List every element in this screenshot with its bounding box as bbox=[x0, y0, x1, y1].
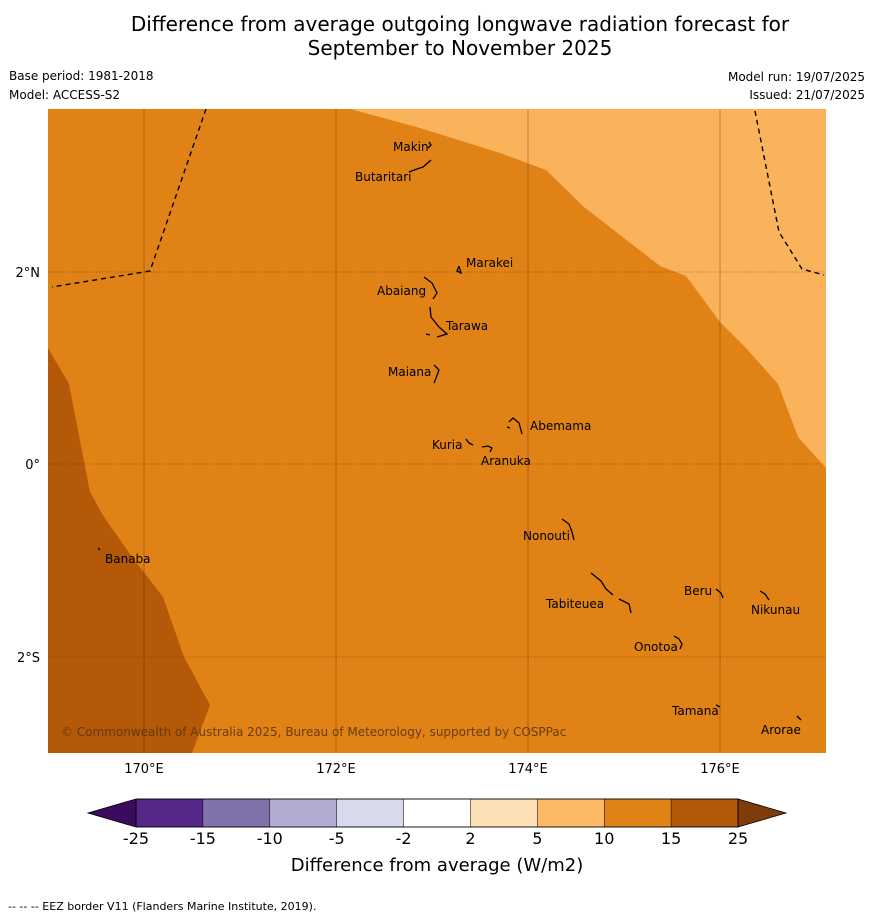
colorbar-cell bbox=[670, 798, 739, 828]
base-period-label: Base period: 1981-2018 bbox=[9, 69, 154, 83]
lon-label-174e: 174°E bbox=[508, 762, 548, 777]
lon-label-172e: 172°E bbox=[316, 762, 356, 777]
island-kuria bbox=[465, 438, 474, 446]
place-label-banaba: Banaba bbox=[105, 552, 151, 566]
colorbar-cell bbox=[269, 798, 338, 828]
island-beru bbox=[715, 588, 724, 599]
island-nonouti bbox=[561, 518, 575, 541]
place-label-maiana: Maiana bbox=[388, 365, 431, 379]
colorbar-tick-label: -25 bbox=[123, 829, 149, 848]
colorbar-cell bbox=[135, 798, 204, 828]
title-line-1: Difference from average outgoing longwav… bbox=[130, 12, 790, 36]
colorbar-tick-label: -15 bbox=[190, 829, 216, 848]
colorbar-cell bbox=[202, 798, 271, 828]
place-label-makin: Makin bbox=[393, 140, 429, 154]
model-run-label: Model run: 19/07/2025 bbox=[727, 70, 865, 84]
anomaly-region-5-10 bbox=[350, 109, 826, 468]
island-abaiang bbox=[423, 276, 438, 300]
island-tamana bbox=[715, 704, 721, 708]
colorbar-cell bbox=[603, 798, 672, 828]
island-tabiteuea bbox=[590, 572, 632, 614]
colorbar-tick-label: -5 bbox=[329, 829, 345, 848]
colorbar-tick-label: 15 bbox=[661, 829, 681, 848]
island-aranuka bbox=[481, 445, 493, 453]
colorbar-extend-high bbox=[737, 798, 788, 828]
lat-label-0: 0° bbox=[25, 458, 40, 473]
island-makin bbox=[427, 141, 432, 149]
graticule bbox=[48, 109, 826, 753]
eez-border-west bbox=[51, 109, 207, 288]
colorbar-extend-low bbox=[86, 798, 137, 828]
place-label-tabiteuea: Tabiteuea bbox=[545, 597, 604, 611]
lat-label-2s: 2°S bbox=[17, 651, 40, 666]
place-label-tamana: Tamana bbox=[671, 704, 719, 718]
colorbar: -25 -15 -10 -5 -2 2 5 10 15 25 Difference from av… bbox=[86, 798, 788, 876]
issued-label: Issued: 21/07/2025 bbox=[749, 88, 865, 102]
island-arorae bbox=[796, 715, 802, 721]
colorbar-tick-label: 25 bbox=[728, 829, 748, 848]
island-tarawa bbox=[425, 306, 449, 338]
lon-label-170e: 170°E bbox=[124, 762, 164, 777]
map-panel: Makin Butaritari Marakei Abaiang Tarawa … bbox=[48, 109, 826, 753]
colorbar-tick-label: 10 bbox=[594, 829, 614, 848]
place-labels: Makin Butaritari Marakei Abaiang Tarawa … bbox=[105, 140, 801, 737]
place-label-kuria: Kuria bbox=[432, 438, 463, 452]
model-label: Model: ACCESS-S2 bbox=[9, 88, 121, 102]
island-nikunau bbox=[759, 590, 770, 601]
colorbar-cell bbox=[470, 798, 539, 828]
place-label-abaiang: Abaiang bbox=[377, 284, 426, 298]
chart-title: Difference from average outgoing longwav… bbox=[0, 12, 873, 60]
place-label-abemama: Abemama bbox=[530, 419, 591, 433]
lat-label-2n: 2°N bbox=[16, 266, 41, 281]
title-line-2: September to November 2025 bbox=[307, 36, 613, 60]
eez-footnote: -- -- -- EEZ border V11 (Flanders Marine… bbox=[8, 900, 317, 913]
colorbar-title: Difference from average (W/m2) bbox=[291, 855, 583, 876]
colorbar-cell bbox=[403, 798, 472, 828]
lon-label-176e: 176°E bbox=[700, 762, 740, 777]
place-label-nikunau: Nikunau bbox=[751, 603, 800, 617]
island-maiana bbox=[433, 364, 440, 384]
island-marakei bbox=[456, 265, 463, 275]
island-onotoa bbox=[673, 635, 683, 650]
colorbar-tick-label: -2 bbox=[396, 829, 412, 848]
colorbar-cell bbox=[336, 798, 405, 828]
colorbar-tick-label: 2 bbox=[465, 829, 475, 848]
place-label-onotoa: Onotoa bbox=[634, 640, 678, 654]
island-banaba bbox=[97, 547, 101, 551]
place-label-aranuka: Aranuka bbox=[481, 454, 531, 468]
place-label-butaritari: Butaritari bbox=[355, 170, 412, 184]
anomaly-region-15-25 bbox=[48, 348, 210, 753]
place-label-tarawa: Tarawa bbox=[445, 319, 488, 333]
place-label-beru: Beru bbox=[684, 584, 712, 598]
copyright-notice: © Commonwealth of Australia 2025, Bureau… bbox=[61, 725, 566, 739]
place-label-nonouti: Nonouti bbox=[523, 529, 570, 543]
island-outlines bbox=[97, 141, 802, 721]
island-abemama bbox=[506, 417, 523, 435]
eez-border-east bbox=[754, 110, 825, 276]
colorbar-tick-label: 5 bbox=[532, 829, 542, 848]
colorbar-cell bbox=[537, 798, 605, 828]
colorbar-tick-label: -10 bbox=[257, 829, 283, 848]
colorbar-frame bbox=[135, 798, 739, 828]
place-label-marakei: Marakei bbox=[466, 256, 513, 270]
place-label-arorae: Arorae bbox=[761, 723, 801, 737]
island-butaritari bbox=[408, 159, 432, 173]
